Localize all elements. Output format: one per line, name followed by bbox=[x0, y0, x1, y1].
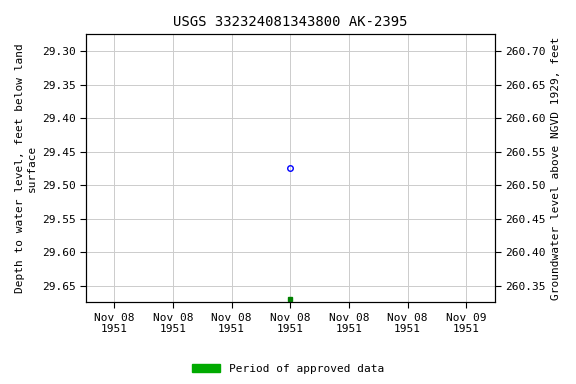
Title: USGS 332324081343800 AK-2395: USGS 332324081343800 AK-2395 bbox=[173, 15, 408, 29]
Y-axis label: Groundwater level above NGVD 1929, feet: Groundwater level above NGVD 1929, feet bbox=[551, 37, 561, 300]
Y-axis label: Depth to water level, feet below land
surface: Depth to water level, feet below land su… bbox=[15, 43, 37, 293]
Legend: Period of approved data: Period of approved data bbox=[188, 359, 388, 379]
